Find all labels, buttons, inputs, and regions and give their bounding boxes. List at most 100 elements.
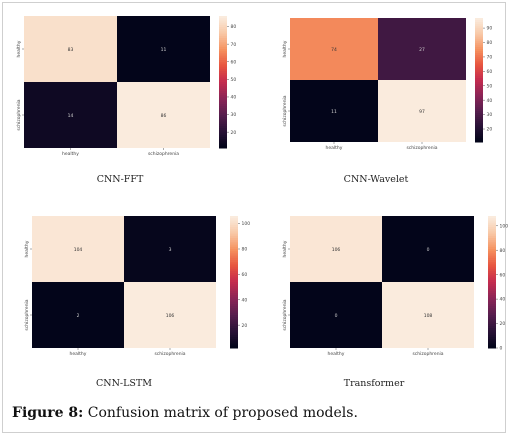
colorbar-segment [488,260,496,263]
colorbar-segment [230,299,238,303]
colorbar-tick-label: 100 [500,223,509,229]
cnn-fft-label: CNN-FFT [96,174,144,185]
colorbar-segment [230,253,238,257]
colorbar-segment [488,310,496,314]
colorbar-segment [219,106,227,109]
colorbar-segment [488,297,496,301]
colorbar-segment [230,288,238,292]
colorbar-segment [219,46,227,50]
colorbar-segment [230,301,238,305]
colorbar-tick-label: 80 [487,40,493,46]
heatmap-cell [32,216,124,282]
colorbar-segment [475,100,483,104]
colorbar-tick-label: 30 [487,112,493,118]
colorbar-segment [230,321,238,325]
colorbar-segment [488,233,496,237]
colorbar-segment [219,64,227,68]
colorbar-segment [488,253,496,257]
colorbar-segment [219,123,227,127]
colorbar-segment [230,233,238,237]
colorbar-segment [230,317,238,320]
colorbar-segment [475,129,483,133]
cell-value-label: 86 [161,113,167,119]
colorbar-segment [219,55,227,59]
figure-frame [2,2,506,433]
colorbar-segment [488,323,496,327]
cell-value-label: 106 [166,313,175,319]
colorbar-segment [488,319,496,323]
colorbar-segment [230,260,238,263]
heatmap-cell [290,80,378,142]
x-tick-label: schizophrenia [412,351,443,357]
colorbar-segment [219,126,227,129]
colorbar-segment [219,20,227,24]
colorbar-segment [488,341,496,345]
colorbar-segment [219,86,227,90]
colorbar-segment [219,79,227,83]
colorbar-segment [475,34,483,38]
cell-value-label: 74 [331,47,337,53]
colorbar-segment [219,117,227,120]
colorbar-tick-label: 60 [231,59,237,65]
colorbar-segment [219,82,227,85]
colorbar-segment [488,271,496,274]
colorbar-segment [219,104,227,107]
colorbar-segment [475,67,483,71]
colorbar-segment [219,44,227,48]
colorbar-segment [219,95,227,98]
transformer-heatmap: 106 0 0 108 healthy schizophrenia healthy schiz… [282,216,509,357]
colorbar-segment [230,255,238,259]
colorbar-segment [475,73,483,77]
colorbar-segment [475,71,483,75]
colorbar-segment [219,108,227,112]
cnn-fft-panel: 83 11 14 86 healthy schizophrenia healthy schiz… [10,12,250,187]
colorbar-segment [488,249,496,252]
colorbar-tick-label: 60 [500,272,506,278]
cell-value-label: 2 [77,313,80,319]
colorbar-segment [488,251,496,254]
colorbar-segment [475,90,483,93]
cell-value-label: 104 [74,247,83,253]
colorbar-segment [488,343,496,347]
colorbar-segment [475,121,483,124]
y-tick-label: schizophrenia [282,299,288,330]
colorbar-segment [230,229,238,232]
colorbar-segment [475,22,483,25]
transformer-panel: 106 0 0 108 healthy schizophrenia healthy schiz… [268,208,508,393]
colorbar-tick-label: 40 [242,297,248,303]
colorbar-segment [219,73,227,76]
colorbar-segment [488,268,496,272]
heatmap-cell [382,216,474,282]
x-tick-label: healthy [70,351,87,357]
colorbar-segment [219,110,227,114]
colorbar-tick-label: 80 [231,24,237,30]
colorbar-segment [219,33,227,37]
figure-caption-text: Confusion matrix of proposed models. [83,405,358,421]
colorbar-segment [475,32,483,36]
colorbar-segment [230,345,238,349]
colorbar-segment [488,242,496,246]
y-tick-label: healthy [24,240,30,257]
colorbar-segment [230,262,238,265]
colorbar-segment [230,227,238,230]
cell-value-label: 0 [427,247,430,253]
colorbar-segment [230,279,238,283]
colorbar-segment [230,268,238,272]
colorbar-segment [230,271,238,274]
y-tick-label: schizophrenia [16,99,22,130]
x-tick-label: healthy [328,351,345,357]
colorbar-segment [230,266,238,270]
colorbar-segment [488,295,496,298]
colorbar-segment [230,306,238,309]
colorbar-segment [488,286,496,290]
colorbar-segment [488,244,496,248]
colorbar-segment [230,282,238,285]
colorbar-segment [488,273,496,276]
colorbar-segment [488,257,496,261]
colorbar-segment [475,84,483,87]
colorbar-segment [475,59,483,62]
colorbar-segment [488,332,496,336]
x-tick-label: healthy [326,145,343,151]
colorbar-segment [219,88,227,92]
colorbar-segment [475,131,483,135]
